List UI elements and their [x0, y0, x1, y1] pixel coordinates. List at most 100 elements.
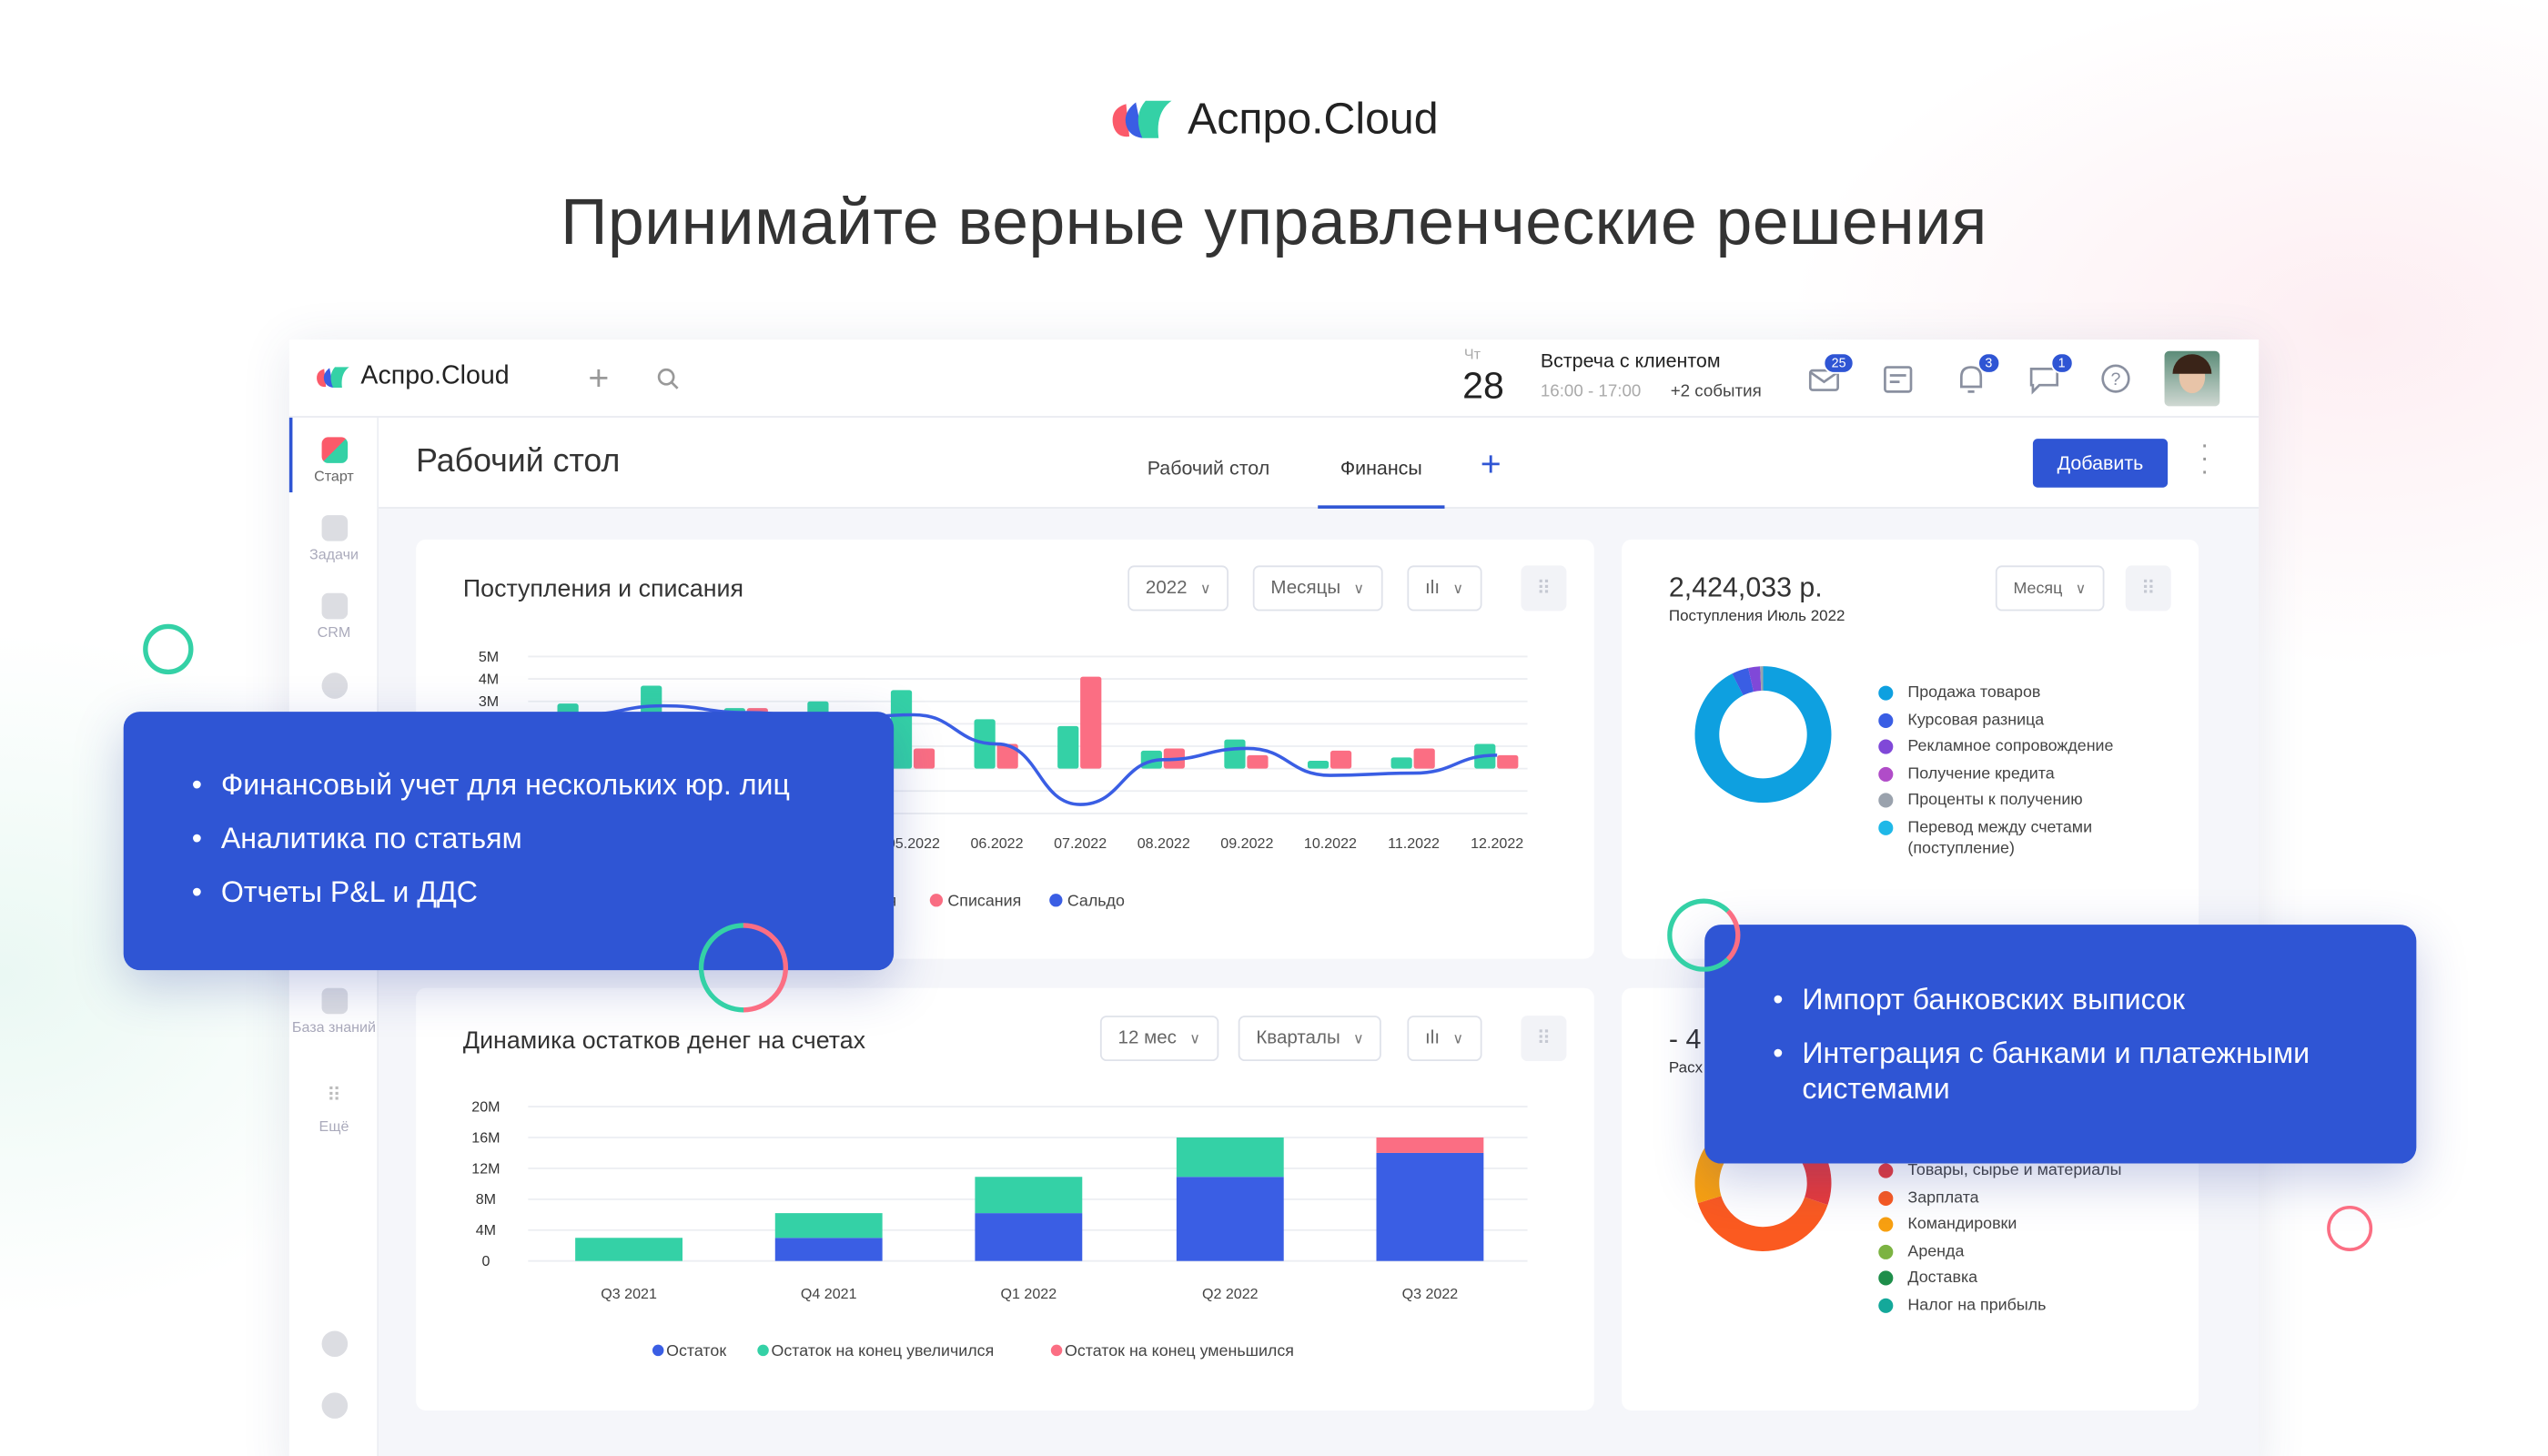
- search-icon[interactable]: [656, 368, 681, 392]
- legend-label: Доставка: [1907, 1269, 1978, 1288]
- x-tick-label: Q1 2022: [1001, 1286, 1057, 1302]
- stacked-bar-segment: [1376, 1152, 1484, 1261]
- stacked-bar-segment: [575, 1238, 682, 1261]
- event-title[interactable]: Встреча с клиентом: [1540, 349, 1721, 372]
- stacked-bar-segment: [975, 1177, 1083, 1214]
- avatar[interactable]: [2164, 350, 2220, 407]
- app-header: Аспро.Cloud + Чт 28 Встреча с клиентом 1…: [288, 339, 2260, 418]
- stacked-bar-segment: [1376, 1137, 1484, 1153]
- sidebar-item-tasks[interactable]: Задачи: [289, 515, 379, 562]
- legend-label: Проценты к получению: [1907, 791, 2083, 810]
- drag-handle-icon[interactable]: ⠿: [2125, 565, 2171, 612]
- drag-handle-icon[interactable]: ⠿: [1521, 1016, 1567, 1062]
- y-tick-label: 20M: [471, 1098, 500, 1115]
- bell-badge: 3: [1977, 352, 2001, 374]
- knowledge-icon: [320, 987, 348, 1015]
- legend-item: Товары, сырье и материалы: [1878, 1160, 2187, 1181]
- add-tab-icon[interactable]: +: [1480, 443, 1502, 485]
- legend-label: Сальдо: [1067, 892, 1125, 910]
- expense-subtitle: Расх: [1668, 1059, 1704, 1077]
- drag-handle-icon[interactable]: ⠿: [1521, 565, 1567, 612]
- expense-bar: [1497, 754, 1519, 769]
- sidebar-bottom-icon-2[interactable]: [289, 1392, 379, 1423]
- legend-marker: [1878, 1243, 1894, 1259]
- add-button[interactable]: Добавить: [2032, 439, 2169, 488]
- help-icon[interactable]: ?: [2099, 362, 2132, 395]
- sidebar-item-knowledge[interactable]: База знаний: [289, 987, 379, 1037]
- chevron-down-icon: ∨: [1452, 1029, 1464, 1046]
- legend-label: Налог на прибыль: [1907, 1296, 2047, 1314]
- stacked-bar-segment: [1176, 1177, 1284, 1261]
- legend-label: Продажа товаров: [1907, 683, 2041, 703]
- tab-desktop[interactable]: Рабочий стол: [1147, 456, 1270, 480]
- decor-ring: [2327, 1205, 2373, 1251]
- income-bar: [1224, 739, 1246, 769]
- legend-label: Рекламное сопровождение: [1907, 737, 2114, 756]
- sidebar-item-crm[interactable]: CRM: [289, 592, 379, 641]
- stacked-bar-segment: [975, 1213, 1083, 1261]
- expense-amount: - 4: [1668, 1023, 1702, 1055]
- y-tick-label: 0: [481, 1253, 490, 1269]
- bar-chart-icon: ılı: [1425, 578, 1441, 599]
- mail-icon[interactable]: 25: [1808, 352, 1855, 395]
- income-subtitle: Поступления Июль 2022: [1668, 607, 1845, 626]
- expense-bar: [1413, 748, 1435, 769]
- chat-icon[interactable]: 1: [2028, 352, 2074, 395]
- legend-item: Налог на прибыль: [1878, 1294, 2187, 1315]
- legend-item: Зарплата: [1878, 1187, 2187, 1208]
- notes-icon[interactable]: [1882, 362, 1915, 395]
- legend-label: Перевод между счетами (поступление): [1907, 818, 2093, 857]
- range-select[interactable]: 12 мес ∨: [1099, 1016, 1218, 1062]
- legend-label: Курсовая разница: [1907, 711, 2045, 729]
- x-tick-label: 09.2022: [1220, 835, 1273, 852]
- chevron-down-icon: ∨: [2075, 579, 2087, 596]
- period-select[interactable]: Кварталы ∨: [1238, 1016, 1382, 1062]
- feature-item: Отчеты P&L и ДДС: [192, 875, 894, 910]
- plus-icon[interactable]: +: [588, 357, 610, 399]
- sidebar-bottom-icon-1[interactable]: [289, 1330, 379, 1361]
- tasks-icon: [320, 515, 348, 541]
- legend-item: Аренда: [1878, 1240, 2187, 1261]
- sidebar-item-hidden[interactable]: [289, 672, 379, 703]
- period-select[interactable]: Месяцы ∨: [1252, 565, 1382, 612]
- headline: Принимайте верные управленческие решения: [561, 187, 1987, 258]
- expense-legend: Товары, сырье и материалы Зарплата Команди…: [1878, 1160, 2187, 1321]
- month-select[interactable]: Месяц ∨: [1995, 565, 2105, 612]
- x-tick-label: 10.2022: [1304, 835, 1357, 852]
- x-tick-label: 06.2022: [970, 835, 1023, 852]
- legend-label: Товары, сырье и материалы: [1907, 1161, 2122, 1180]
- chart-type-select[interactable]: ılı ∨: [1407, 1016, 1481, 1062]
- year-select[interactable]: 2022 ∨: [1127, 565, 1229, 612]
- event-more[interactable]: +2 события: [1670, 381, 1762, 402]
- donut-slice: [1748, 666, 1762, 693]
- chart-type-select[interactable]: ılı ∨: [1407, 565, 1481, 612]
- legend-item: Проценты к получению: [1878, 790, 2187, 811]
- income-bar: [1057, 725, 1079, 769]
- legend-marker: [1878, 765, 1894, 782]
- income-legend: Продажа товаров Курсовая разница Рекламное…: [1878, 682, 2187, 864]
- sidebar-item-more[interactable]: ⠿ Ещё: [318, 1084, 349, 1135]
- sidebar-item-start[interactable]: Старт: [289, 437, 379, 484]
- legend-marker: [1878, 685, 1894, 701]
- x-tick-label: 12.2022: [1471, 835, 1523, 852]
- x-tick-label: Q4 2021: [801, 1286, 857, 1302]
- tab-finance[interactable]: Финансы: [1318, 457, 1445, 509]
- card-title: Поступления и списания: [462, 575, 743, 603]
- expense-bar: [1247, 754, 1269, 769]
- legend-label: Остаток: [666, 1341, 726, 1360]
- kebab-menu-icon[interactable]: · · ·: [2199, 431, 2209, 486]
- page-bar: Рабочий стол Рабочий стол Финансы + Доба…: [379, 417, 2260, 509]
- legend-marker: [1050, 1344, 1063, 1357]
- chat-badge: 1: [2049, 352, 2074, 374]
- donut-slice: [1732, 667, 1754, 696]
- legend-marker: [1878, 1270, 1894, 1286]
- x-tick-label: Q3 2022: [1402, 1286, 1459, 1302]
- bell-icon[interactable]: 3: [1955, 352, 2001, 395]
- app-logo[interactable]: Аспро.Cloud: [315, 362, 510, 391]
- legend-label: Остаток на конец уменьшился: [1065, 1341, 1294, 1360]
- chevron-down-icon: ∨: [1353, 579, 1365, 596]
- legend-marker: [1878, 793, 1894, 808]
- x-tick-label: 07.2022: [1054, 835, 1107, 852]
- x-tick-label: 05.2022: [887, 835, 940, 852]
